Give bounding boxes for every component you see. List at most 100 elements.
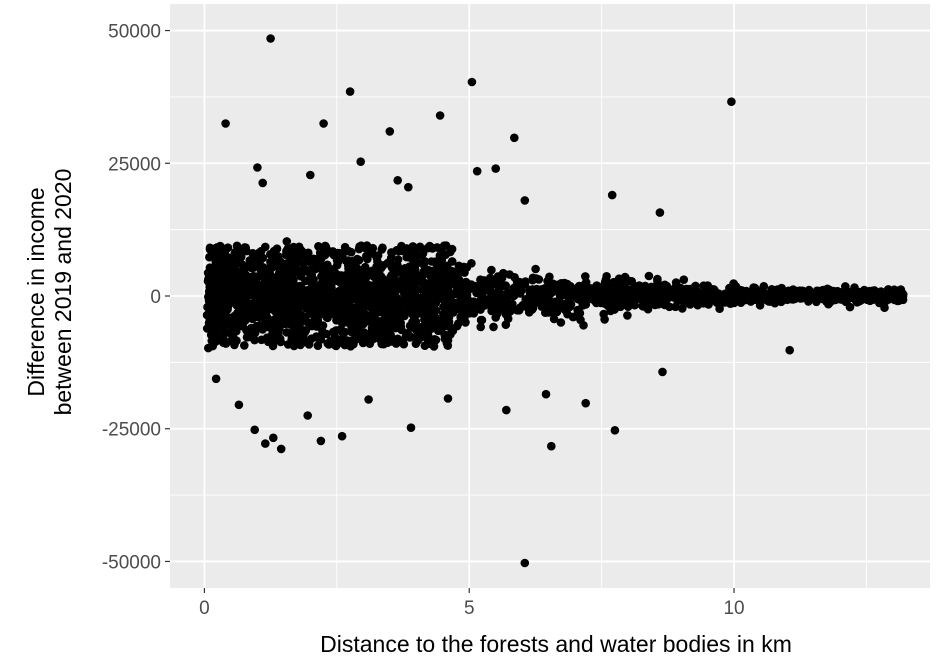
data-point xyxy=(404,182,413,192)
data-point xyxy=(291,326,301,336)
data-point xyxy=(681,291,691,301)
data-point xyxy=(322,262,332,271)
data-point xyxy=(655,208,665,217)
data-point xyxy=(309,254,318,264)
data-point xyxy=(658,367,667,377)
data-point xyxy=(746,297,756,306)
data-point xyxy=(394,302,404,312)
data-point xyxy=(796,294,805,303)
data-point xyxy=(219,334,228,344)
data-point xyxy=(541,308,550,318)
data-point xyxy=(729,298,739,308)
data-point xyxy=(295,245,305,254)
data-point xyxy=(572,284,582,293)
data-point xyxy=(221,264,231,274)
data-point xyxy=(565,286,575,295)
data-point xyxy=(359,319,368,329)
data-point xyxy=(418,249,428,258)
data-point xyxy=(620,278,630,287)
data-point xyxy=(345,319,355,329)
data-point xyxy=(573,305,582,315)
data-point xyxy=(261,242,270,252)
data-point xyxy=(553,280,562,290)
data-point xyxy=(248,327,257,336)
data-point xyxy=(489,322,498,332)
data-point xyxy=(406,423,416,433)
data-point xyxy=(335,248,345,258)
data-point xyxy=(230,274,240,283)
data-point xyxy=(501,320,511,330)
data-point xyxy=(653,276,662,286)
data-point xyxy=(714,289,724,299)
data-point xyxy=(462,263,472,272)
data-point xyxy=(416,327,425,336)
data-point xyxy=(276,444,286,454)
data-point xyxy=(341,256,351,266)
data-point xyxy=(599,286,608,296)
data-point xyxy=(377,295,386,305)
data-point xyxy=(352,333,362,342)
data-point xyxy=(277,299,286,309)
data-point xyxy=(878,295,888,304)
data-point xyxy=(211,374,221,384)
data-point xyxy=(510,133,519,143)
data-point xyxy=(581,300,591,309)
data-point xyxy=(272,309,281,318)
data-point xyxy=(472,166,482,176)
data-point xyxy=(300,267,310,276)
data-point xyxy=(281,319,291,329)
data-point xyxy=(658,296,668,306)
data-point xyxy=(387,248,397,258)
y-axis-title-line-2: between 2019 and 2020 xyxy=(50,169,76,416)
data-point xyxy=(340,287,350,296)
data-point xyxy=(443,394,453,403)
data-point xyxy=(685,300,695,309)
data-point xyxy=(499,268,508,278)
data-point xyxy=(716,296,725,306)
data-point xyxy=(360,243,370,253)
data-point xyxy=(463,297,472,307)
data-point xyxy=(434,293,444,303)
data-point xyxy=(426,303,435,313)
data-point xyxy=(215,254,224,264)
data-point xyxy=(407,303,417,313)
data-point xyxy=(210,264,219,274)
data-point xyxy=(299,259,308,268)
data-point xyxy=(502,405,511,415)
y-tick-label: -50000 xyxy=(102,552,161,573)
data-point xyxy=(205,243,215,253)
data-point xyxy=(622,285,632,294)
data-point xyxy=(293,306,303,315)
data-point xyxy=(531,264,540,274)
data-point xyxy=(404,248,414,258)
data-point xyxy=(229,322,238,331)
data-point xyxy=(287,291,297,300)
data-point xyxy=(771,292,780,302)
data-point xyxy=(260,274,270,284)
data-point xyxy=(423,325,432,334)
data-point xyxy=(323,247,333,257)
data-point xyxy=(398,337,408,346)
data-point xyxy=(531,290,540,299)
data-point xyxy=(430,276,439,286)
data-point xyxy=(313,333,322,343)
data-point xyxy=(271,276,281,285)
data-point xyxy=(444,317,454,327)
data-point xyxy=(638,296,648,306)
data-point xyxy=(336,278,345,288)
data-point xyxy=(306,170,315,180)
data-point xyxy=(353,265,362,275)
data-point xyxy=(356,157,366,166)
data-point xyxy=(337,326,347,336)
data-point xyxy=(340,340,350,350)
data-point xyxy=(378,243,387,253)
data-point xyxy=(221,278,231,288)
data-point xyxy=(317,272,326,281)
data-point xyxy=(679,275,689,285)
data-point xyxy=(600,315,609,324)
data-point xyxy=(318,306,327,316)
data-point xyxy=(764,291,774,301)
data-point xyxy=(265,323,274,332)
data-point xyxy=(525,285,534,295)
data-point xyxy=(471,281,481,291)
